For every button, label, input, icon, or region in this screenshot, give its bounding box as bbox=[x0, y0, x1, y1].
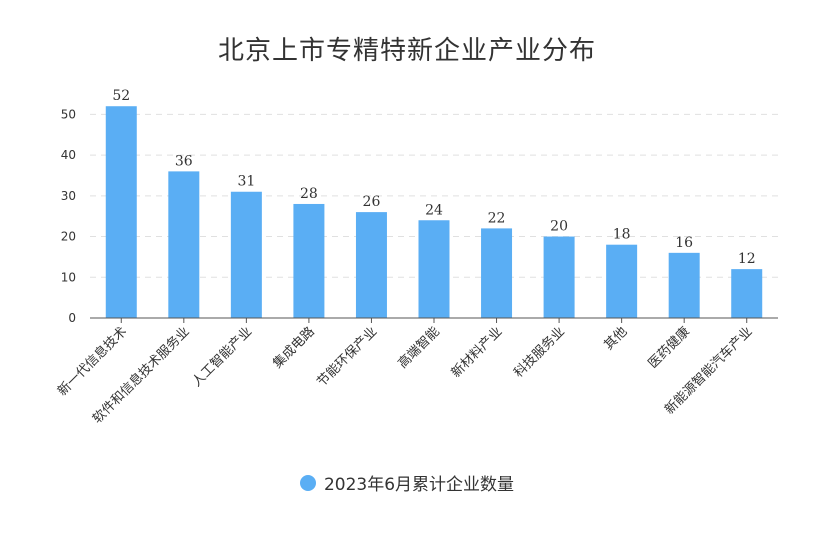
bar[interactable] bbox=[168, 171, 200, 318]
y-tick-label: 50 bbox=[61, 107, 76, 121]
data-label: 28 bbox=[300, 186, 318, 202]
x-tick-label: 人工智能产业 bbox=[189, 324, 255, 390]
data-label: 22 bbox=[488, 210, 506, 226]
x-tick-label: 医药健康 bbox=[645, 324, 693, 372]
bar[interactable] bbox=[543, 236, 575, 318]
x-tick-label: 集成电路 bbox=[270, 324, 318, 372]
data-label: 12 bbox=[738, 251, 756, 267]
data-label: 52 bbox=[112, 88, 130, 104]
chart-title: 北京上市专精特新企业产业分布 bbox=[217, 36, 596, 66]
bar[interactable] bbox=[481, 228, 513, 318]
bar[interactable] bbox=[355, 212, 387, 318]
bar[interactable] bbox=[418, 220, 450, 318]
data-label: 36 bbox=[175, 153, 193, 169]
x-tick-label: 高端智能 bbox=[395, 324, 443, 372]
bar[interactable] bbox=[293, 203, 325, 318]
data-label: 20 bbox=[550, 219, 568, 235]
y-tick-label: 10 bbox=[61, 270, 76, 284]
data-labels: 52 36 31 28 26 24 22 20 18 16 12 bbox=[112, 88, 755, 267]
y-tick-label: 30 bbox=[61, 189, 76, 203]
data-label: 26 bbox=[363, 194, 381, 210]
x-tick-label: 节能环保产业 bbox=[315, 324, 381, 390]
legend[interactable]: 2023年6月累计企业数量 bbox=[0, 470, 814, 495]
data-label: 16 bbox=[675, 235, 693, 251]
data-label: 31 bbox=[237, 174, 255, 190]
data-label: 18 bbox=[613, 227, 631, 243]
bar[interactable] bbox=[668, 252, 700, 318]
y-tick-label: 40 bbox=[61, 148, 76, 162]
bar[interactable] bbox=[230, 191, 262, 318]
y-tick-label: 0 bbox=[68, 311, 76, 325]
bar[interactable] bbox=[731, 269, 763, 318]
x-tick-label: 新材料产业 bbox=[448, 324, 505, 381]
bar[interactable] bbox=[606, 244, 638, 318]
y-tick-label: 20 bbox=[61, 230, 76, 244]
legend-label: 2023年6月累计企业数量 bbox=[323, 475, 515, 495]
legend-swatch bbox=[299, 474, 316, 491]
x-tick-label: 科技服务业 bbox=[511, 324, 568, 381]
data-label: 24 bbox=[425, 202, 443, 218]
x-tick-label: 其他 bbox=[601, 324, 630, 353]
bar[interactable] bbox=[105, 106, 137, 318]
bars bbox=[105, 106, 763, 318]
